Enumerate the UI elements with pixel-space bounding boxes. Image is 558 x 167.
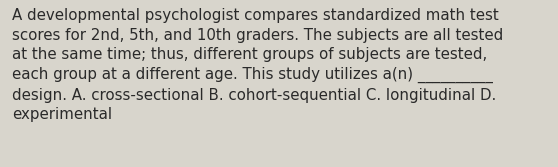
Text: A developmental psychologist compares standardized math test
scores for 2nd, 5th: A developmental psychologist compares st…	[12, 8, 503, 122]
